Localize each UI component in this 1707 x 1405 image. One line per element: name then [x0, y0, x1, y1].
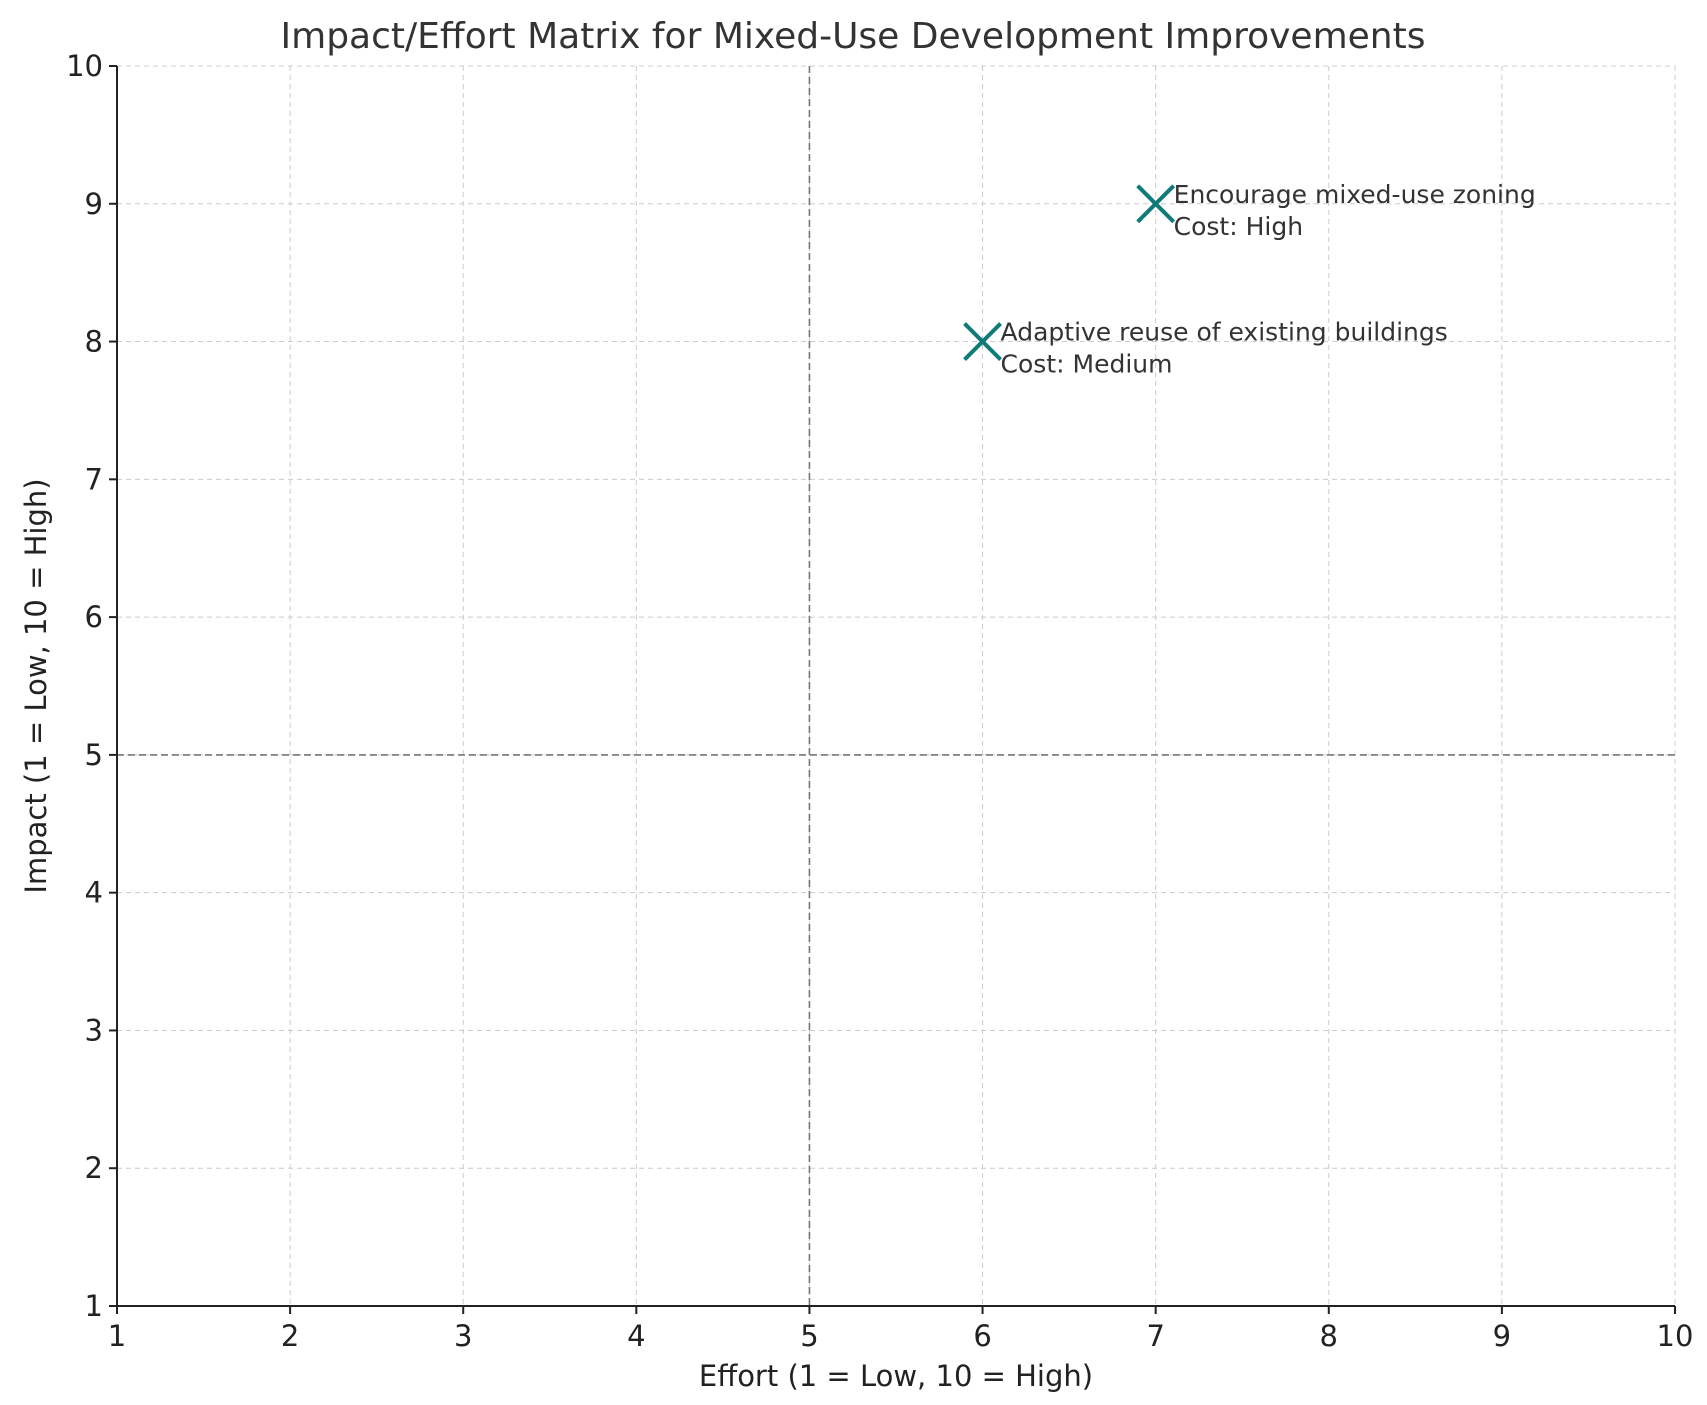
- y-tick-label: 2: [85, 1151, 103, 1185]
- y-tick-label: 4: [85, 876, 103, 910]
- x-axis-label: Effort (1 = Low, 10 = High): [699, 1359, 1093, 1393]
- y-tick-label: 3: [85, 1013, 103, 1047]
- x-tick-label: 1: [108, 1319, 126, 1353]
- x-marker-stroke: [963, 322, 1002, 361]
- x-tick-label: 8: [1320, 1319, 1338, 1353]
- quadrant-lines: [117, 66, 1675, 1306]
- y-tick-label: 7: [85, 462, 103, 496]
- point-label-name: Adaptive reuse of existing buildings: [1001, 318, 1448, 347]
- x-marker-stroke: [1136, 184, 1176, 224]
- y-tick-label: 5: [85, 738, 103, 772]
- x-tick-label: 7: [1146, 1319, 1164, 1353]
- x-tick-label: 3: [454, 1319, 472, 1353]
- y-tick-label: 9: [85, 187, 103, 221]
- y-tick-label: 10: [66, 49, 103, 83]
- y-tick-label: 8: [85, 325, 103, 359]
- point-label-cost: Cost: Medium: [1001, 350, 1173, 379]
- y-axis-label: Impact (1 = Low, 10 = High): [19, 478, 53, 893]
- data-point: Encourage mixed-use zoning Cost: High: [1136, 180, 1536, 241]
- data-points: Encourage mixed-use zoning Cost: High Adap…: [963, 180, 1536, 379]
- x-tick-label: 9: [1493, 1319, 1511, 1353]
- x-tick-label: 5: [800, 1319, 818, 1353]
- x-tick-label: 2: [281, 1319, 299, 1353]
- x-tick-label: 6: [973, 1319, 991, 1353]
- axes: [116, 66, 1675, 1307]
- y-tick-label: 6: [85, 600, 103, 634]
- data-point: Adaptive reuse of existing buildings Cost…: [963, 318, 1448, 379]
- x-tick-label: 10: [1657, 1319, 1694, 1353]
- y-tick-label: 1: [85, 1289, 103, 1323]
- chart-title: Impact/Effort Matrix for Mixed-Use Devel…: [281, 16, 1426, 57]
- point-label-name: Encourage mixed-use zoning: [1174, 180, 1536, 209]
- point-label-cost: Cost: High: [1174, 212, 1303, 241]
- grid: [116, 65, 1676, 1307]
- ticks: 1 2 3 4 5 6 7 8 9 10 1 2 3 4 5 6 7 8 9 10: [66, 49, 1693, 1353]
- x-tick-label: 4: [627, 1319, 645, 1353]
